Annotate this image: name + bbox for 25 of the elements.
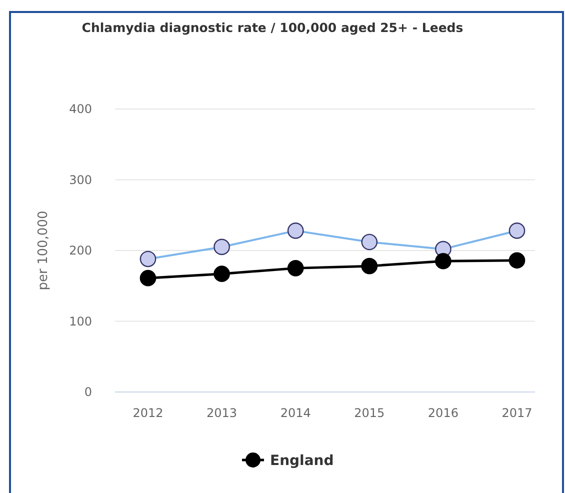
x-tick-label: 2013 xyxy=(206,406,238,420)
legend-label: England xyxy=(270,453,334,469)
point xyxy=(508,252,526,269)
x-tick-label: 2015 xyxy=(354,406,385,420)
chart-title: Chlamydia diagnostic rate / 100,000 aged 25+ - Leeds xyxy=(82,20,464,35)
y-tick-label: 200 xyxy=(69,244,92,258)
y-tick-label: 0 xyxy=(84,385,92,399)
point xyxy=(140,270,156,286)
y-tick-label: 300 xyxy=(69,172,92,187)
y-tick-label: 100 xyxy=(69,314,92,328)
point xyxy=(214,266,230,282)
y-tick-label: 400 xyxy=(69,102,92,116)
x-tick-label: 2016 xyxy=(428,406,458,420)
point xyxy=(287,260,304,276)
point xyxy=(287,222,304,239)
point xyxy=(435,252,452,270)
point xyxy=(214,238,230,256)
y-axis-title: per 100,000 xyxy=(36,210,51,290)
point xyxy=(361,258,378,274)
point xyxy=(508,222,526,239)
point xyxy=(140,250,156,268)
x-tick-label: 2012 xyxy=(132,406,164,420)
x-tick-label: 2017 xyxy=(502,406,532,420)
point xyxy=(361,234,378,250)
x-tick-label: 2014 xyxy=(280,406,311,420)
